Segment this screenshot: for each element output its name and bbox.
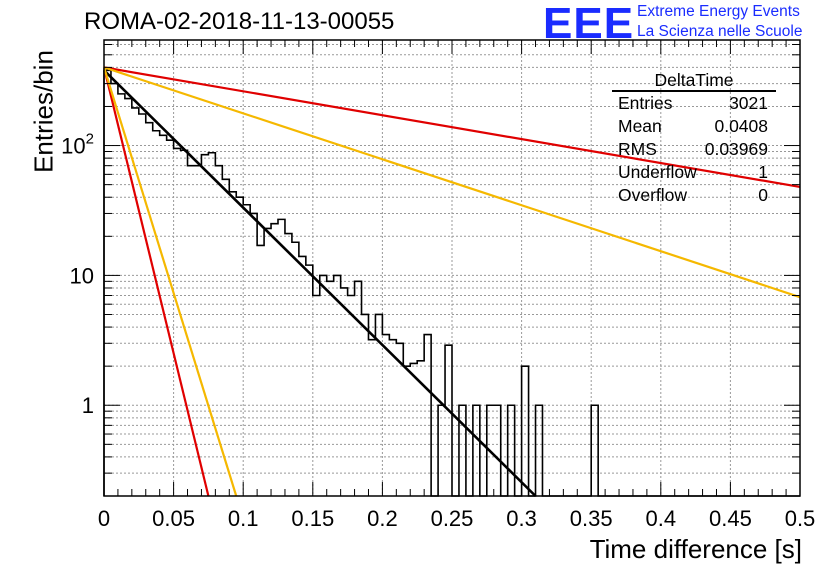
fit-line-3 [102,67,210,497]
x-tick-label: 0 [98,506,110,531]
x-tick-label: 0.45 [709,506,752,531]
stats-value: 3021 [729,93,768,113]
stats-label: Underflow [618,162,697,182]
logo-caption-line2: La Scienza nelle Scuole [637,23,803,40]
stats-label: Overflow [618,185,688,205]
axis-layer: 0 0.05 0.1 0.15 0.2 0.25 0.3 0.35 0.4 0.45 0.51101… [61,39,816,531]
fit-line-4 [102,67,238,497]
logo-caption-line1: Extreme Energy Events [637,3,800,20]
x-tick-label: 0.35 [570,506,613,531]
fit-lines-layer [102,66,801,497]
stats-label: Mean [618,116,662,136]
x-tick-label: 0.4 [646,506,677,531]
eee-logo: EEE [543,0,635,48]
x-axis-label: Time difference [s] [589,534,802,564]
x-tick-label: 0.3 [506,506,537,531]
x-tick-label: 0.1 [228,506,259,531]
stats-label: RMS [618,139,657,159]
stats-value: 0.0408 [714,116,768,136]
x-tick-label: 0.25 [431,506,474,531]
stats-value: 0 [758,185,768,205]
y-axis-label: Entries/bin [28,50,59,173]
stats-value: 1 [758,162,768,182]
y-tick-label: 10 [70,263,94,288]
stats-value: 0.03969 [704,139,768,159]
stats-title: DeltaTime [612,70,776,92]
stats-box: DeltaTime Entries 3021 Mean 0.0408 RMS 0… [612,70,778,207]
x-tick-label: 0.5 [785,506,816,531]
x-tick-label: 0.2 [367,506,398,531]
stats-label: Entries [618,93,673,113]
fit-line-2 [103,66,801,299]
fit-line-1 [103,66,801,189]
fit-line-0 [103,69,537,497]
stats-row-entries: Entries 3021 [612,92,778,115]
run-title: ROMA-02-2018-11-13-00055 [84,8,395,35]
y-tick-label: 102 [61,131,94,159]
x-tick-label: 0.15 [291,506,334,531]
stats-row-mean: Mean 0.0408 [612,115,778,138]
x-tick-label: 0.05 [152,506,195,531]
stats-row-rms: RMS 0.03969 [612,138,778,161]
stats-row-overflow: Overflow 0 [612,184,778,207]
y-tick-label: 1 [82,393,94,418]
stats-row-underflow: Underflow 1 [612,161,778,184]
